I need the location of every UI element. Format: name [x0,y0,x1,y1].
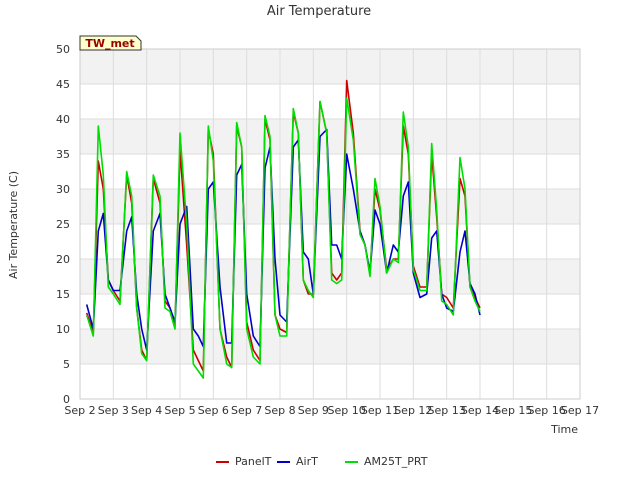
x-tick-label: Sep 3 [98,404,129,417]
x-tick-label: Sep 13 [428,404,466,417]
station-tag-label: TW_met [85,37,134,50]
x-tick-label: Sep 10 [328,404,366,417]
y-axis-label: Air Temperature (C) [7,171,20,279]
y-tick-label: 5 [63,358,70,371]
x-tick-label: Sep 8 [264,404,295,417]
x-tick-label: Sep 14 [461,404,499,417]
background-bands [80,49,580,364]
y-tick-label: 30 [56,183,70,196]
x-tick-label: Sep 4 [131,404,162,417]
x-tick-label: Sep 7 [231,404,262,417]
y-tick-label: 10 [56,323,70,336]
background-band [80,119,580,154]
x-axis-ticks: Sep 2 Sep 3 Sep 4 Sep 5 Sep 6 Sep 7 Sep 8 Sep 9… [64,404,599,417]
y-tick-label: 40 [56,113,70,126]
legend-entry-label: AM25T_PRT [364,455,428,468]
legend-entry-label: AirT [296,455,318,468]
x-tick-label: Sep 17 [561,404,599,417]
y-axis-ticks: 0 5 10 15 20 25 30 35 40 45 50 [56,43,70,406]
legend-entry-label: PanelT [235,455,272,468]
series-lines [85,79,481,379]
y-tick-label: 25 [56,218,70,231]
y-tick-label: 15 [56,288,70,301]
x-tick-label: Sep 6 [198,404,229,417]
station-tag: TW_met [79,35,142,51]
y-tick-label: 35 [56,148,70,161]
x-tick-label: Sep 12 [394,404,432,417]
y-tick-label: 45 [56,78,70,91]
y-tick-label: 20 [56,253,70,266]
background-band [80,329,580,364]
x-tick-label: Sep 9 [298,404,329,417]
legend: PanelT AirT AM25T_PRT [216,455,428,468]
background-band [80,49,580,84]
x-tick-label: Sep 16 [528,404,566,417]
background-band [80,259,580,294]
series-line-am25t-prt [85,97,481,379]
x-tick-label: Sep 11 [361,404,399,417]
plot-frame [79,48,581,400]
x-axis-label: Time [550,423,578,436]
y-tick-label: 50 [56,43,70,56]
chart-title: Air Temperature [267,4,371,19]
x-tick-label: Sep 2 [64,404,95,417]
series-line-airt [85,128,481,351]
y-tick-label: 0 [63,393,70,406]
x-tick-label: Sep 5 [164,404,195,417]
x-tick-label: Sep 15 [494,404,532,417]
station-tag-box [79,35,142,51]
